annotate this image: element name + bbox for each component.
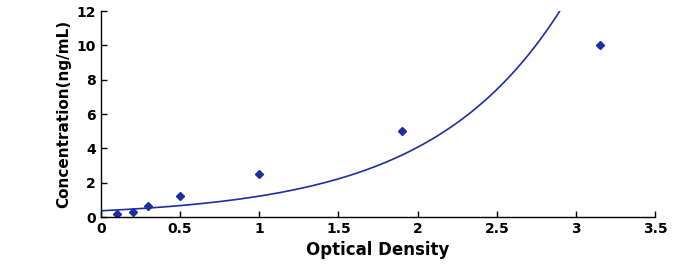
Y-axis label: Concentration(ng/mL): Concentration(ng/mL) bbox=[56, 20, 71, 208]
X-axis label: Optical Density: Optical Density bbox=[306, 241, 450, 259]
